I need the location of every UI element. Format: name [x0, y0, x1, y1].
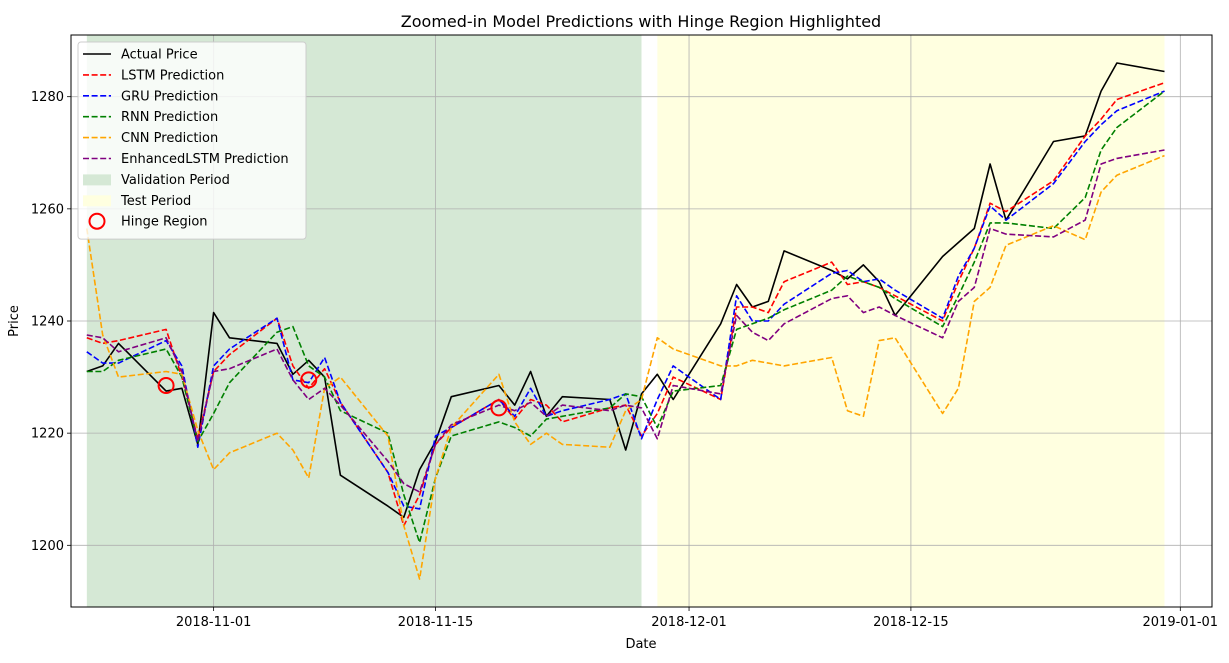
enhancedlstm-prediction-line [86, 149, 1165, 493]
x-tick-label: 2018-11-15 [398, 615, 474, 630]
y-tick-label: 1240 [31, 315, 64, 330]
legend-label: CNN Prediction [121, 131, 218, 146]
legend-label: GRU Prediction [121, 89, 218, 104]
x-tick-label: 2018-12-01 [651, 615, 727, 630]
legend-label: EnhancedLSTM Prediction [121, 152, 289, 167]
y-axis-label: Price [7, 305, 22, 337]
x-tick-label: 2018-11-01 [176, 615, 252, 630]
rnn-prediction-line [86, 90, 1165, 544]
actual-price-line [86, 62, 1165, 519]
legend-label: Test Period [120, 194, 191, 209]
hinge-marker [490, 399, 508, 417]
legend-box [77, 41, 307, 240]
y-tick-label: 1280 [31, 90, 64, 105]
x-axis-label: Date [625, 637, 656, 652]
hinge-layer [157, 371, 508, 417]
legend-swatch-hinge-region [88, 212, 106, 230]
y-tick-label: 1200 [31, 539, 64, 554]
chart-title: Zoomed-in Model Predictions with Hinge R… [401, 12, 881, 31]
x-tick-label: 2018-12-15 [873, 615, 949, 630]
legend-label: Hinge Region [121, 215, 208, 230]
legend-swatch-validation-period [83, 174, 111, 186]
y-tick-label: 1260 [31, 202, 64, 217]
y-tick-label: 1220 [31, 427, 64, 442]
legend-label: Actual Price [121, 48, 198, 63]
legend-label: LSTM Prediction [121, 68, 224, 83]
legend-label: Validation Period [121, 173, 230, 188]
hinge-marker [157, 376, 175, 394]
cnn-prediction-line [86, 154, 1165, 580]
legend-label: RNN Prediction [121, 110, 218, 125]
gru-prediction-line [86, 90, 1165, 510]
hinge-marker [300, 371, 318, 389]
x-ticks: 2018-11-01 2018-11-15 2018-12-01 2018-12-15… [176, 607, 1218, 630]
y-ticks: 1200 1220 1240 1260 1280 [31, 90, 71, 554]
x-tick-label: 2019-01-01 [1143, 615, 1219, 630]
legend: Actual Price LSTM Prediction GRU Predictio… [77, 41, 307, 240]
legend-swatch-test-period [83, 195, 111, 207]
series-layer [86, 62, 1165, 580]
